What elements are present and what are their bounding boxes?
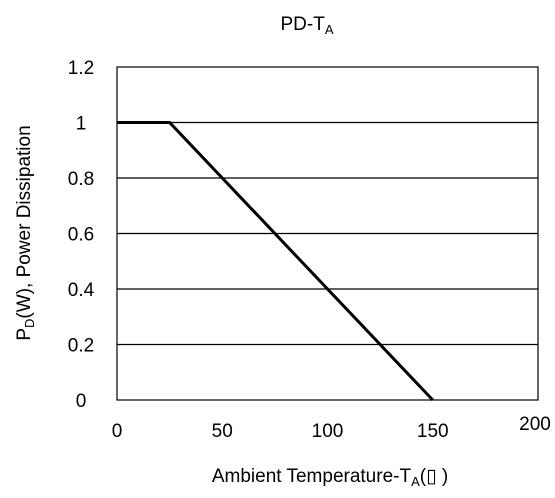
chart-title-subscript: A: [325, 22, 334, 37]
chart-title: PD-TA: [281, 14, 334, 37]
x-tick-label: 150: [417, 421, 449, 442]
series-line-0: [117, 121, 434, 402]
series-group: [117, 121, 434, 402]
x-axis-label: Ambient Temperature-TA(▯ ): [212, 466, 448, 489]
x-tick-labels: 0 50 100 150 200: [112, 414, 551, 442]
degree-unit-glyph: ▯: [426, 466, 436, 487]
chart-title-main: PD-T: [281, 14, 326, 35]
y-tick-label: 0.2: [68, 336, 94, 357]
y-tick-label: 0: [76, 391, 87, 412]
y-tick-label: 1: [76, 114, 87, 135]
x-tick-label: 100: [312, 421, 344, 442]
y-tick-label: 0.4: [68, 280, 95, 301]
x-tick-label: 50: [212, 421, 233, 442]
y-tick-label: 0.6: [68, 225, 94, 246]
y-axis-label: PD(W), Power Dissipation: [14, 125, 37, 340]
y-tick-label: 1.2: [68, 58, 94, 79]
x-tick-label: 200: [519, 414, 551, 435]
y-tick-label: 0.8: [68, 169, 94, 190]
grid-lines: [117, 121, 538, 346]
y-tick-labels: 0 0.2 0.4 0.6 0.8 1 1.2: [68, 58, 95, 412]
x-tick-label: 0: [112, 421, 123, 442]
